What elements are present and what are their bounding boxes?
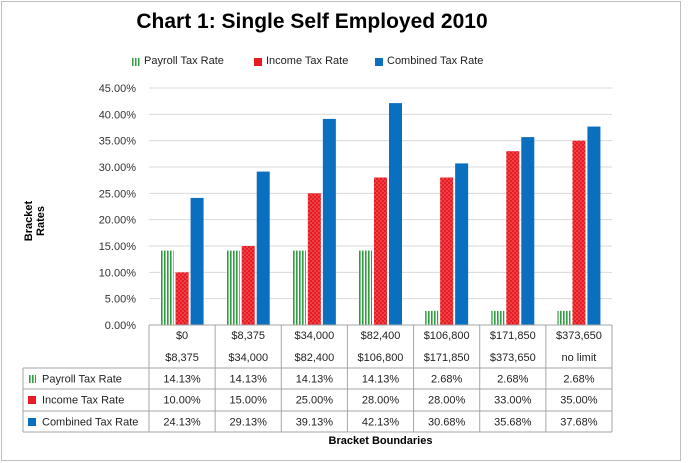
bar-payroll — [160, 250, 174, 325]
category-low-label: $171,850 — [490, 330, 536, 342]
y-tick-label: 5.00% — [105, 294, 136, 306]
table-value: 37.68% — [560, 417, 598, 429]
y-tick-label: 20.00% — [99, 215, 137, 227]
category-low-label: $34,000 — [294, 330, 334, 342]
table-value: 14.13% — [296, 374, 334, 386]
bar-combined — [455, 163, 469, 325]
bar-combined — [389, 103, 402, 326]
legend-swatch-combined — [375, 58, 383, 66]
table-swatch — [28, 396, 36, 404]
y-tick-label: 15.00% — [99, 241, 137, 253]
y-tick-label: 25.00% — [99, 188, 137, 200]
category-high-label: $82,400 — [294, 352, 334, 364]
table-value: 10.00% — [163, 395, 201, 407]
table-value: 15.00% — [230, 395, 268, 407]
table-swatch — [28, 375, 36, 383]
table-series-label: Combined Tax Rate — [42, 417, 138, 429]
category-low-label: $82,400 — [361, 330, 401, 342]
bar-income — [175, 272, 189, 325]
bar-combined — [322, 118, 336, 325]
chart-frame: Chart 1: Single Self Employed 2010 Payro… — [1, 1, 681, 461]
y-tick-label: 0.00% — [105, 320, 136, 332]
bar-income — [241, 246, 255, 325]
bar-payroll — [292, 250, 306, 325]
table-value: 14.13% — [163, 374, 201, 386]
table-value: 25.00% — [296, 395, 334, 407]
category-low-label: $8,375 — [231, 330, 265, 342]
legend-swatch-income — [254, 58, 262, 66]
table-value: 24.13% — [163, 417, 201, 429]
legend-label-payroll: Payroll Tax Rate — [144, 55, 224, 67]
category-high-label: $171,850 — [424, 352, 470, 364]
bar-combined — [190, 197, 204, 325]
bar-combined — [587, 126, 601, 325]
table-value: 14.13% — [230, 374, 268, 386]
bar-payroll — [359, 250, 372, 325]
category-high-label: $373,650 — [490, 352, 536, 364]
table-series-label: Income Tax Rate — [42, 395, 124, 407]
table-value: 2.68% — [431, 374, 462, 386]
bar-income — [440, 177, 454, 325]
x-axis-title: Bracket Boundaries — [328, 435, 433, 447]
table-value: 39.13% — [296, 417, 334, 429]
category-high-label: no limit — [562, 352, 597, 364]
y-axis: 0.00% 5.00% 10.00% 15.00% 20.00% 25.00% 30.00%… — [99, 83, 612, 332]
y-tick-label: 10.00% — [99, 267, 137, 279]
table-value: 28.00% — [362, 395, 400, 407]
category-low-label: $106,800 — [424, 330, 470, 342]
legend-label-combined: Combined Tax Rate — [387, 55, 484, 67]
bar-payroll — [425, 310, 439, 325]
table-value: 30.68% — [428, 417, 466, 429]
bar-combined — [256, 171, 270, 325]
bar-combined — [521, 137, 535, 325]
data-table: $0 $8,375 $8,375 $34,000 $34,000 $82,400 $82,4… — [22, 324, 613, 433]
table-series-label: Payroll Tax Rate — [42, 374, 122, 386]
table-value: 2.68% — [563, 374, 594, 386]
y-axis-title: Bracket Rates — [23, 200, 47, 242]
table-value: 33.00% — [494, 395, 532, 407]
category-high-label: $8,375 — [165, 352, 199, 364]
category-low-label: $0 — [176, 330, 188, 342]
bar-payroll — [491, 310, 505, 325]
bar-income — [506, 151, 520, 325]
bar-payroll — [557, 310, 571, 325]
legend-label-income: Income Tax Rate — [266, 55, 349, 67]
table-value: 2.68% — [497, 374, 528, 386]
category-low-label: $373,650 — [556, 330, 602, 342]
table-value: 29.13% — [230, 417, 268, 429]
category-high-label: $106,800 — [358, 352, 404, 364]
table-value: 42.13% — [362, 417, 400, 429]
bar-payroll — [226, 250, 240, 325]
table-swatch — [28, 418, 36, 426]
category-high-label: $34,000 — [228, 352, 268, 364]
y-tick-label: 40.00% — [99, 109, 137, 121]
chart-plot: 0.00% 5.00% 10.00% 15.00% 20.00% 25.00% 30.00%… — [22, 83, 613, 433]
table-value: 28.00% — [428, 395, 466, 407]
y-tick-label: 35.00% — [99, 136, 137, 148]
bar-income — [307, 193, 321, 325]
table-value: 35.68% — [494, 417, 532, 429]
bar-income — [572, 140, 586, 325]
y-tick-label: 30.00% — [99, 162, 137, 174]
bar-income — [374, 177, 387, 325]
y-tick-label: 45.00% — [99, 83, 137, 95]
legend-swatch-payroll — [132, 58, 140, 66]
bars — [160, 103, 601, 326]
chart-title: Chart 1: Single Self Employed 2010 — [136, 10, 488, 33]
table-value: 35.00% — [560, 395, 598, 407]
table-value: 14.13% — [362, 374, 400, 386]
